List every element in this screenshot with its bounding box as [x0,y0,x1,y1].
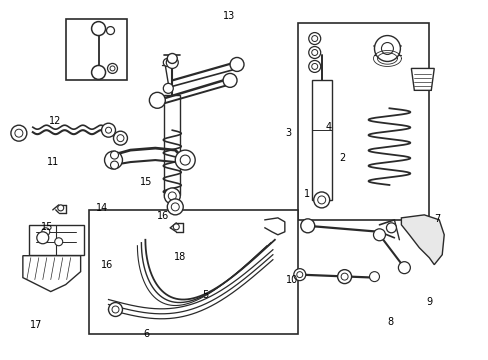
Circle shape [110,161,118,169]
Circle shape [110,66,115,71]
Circle shape [311,50,317,55]
Circle shape [102,123,115,137]
Circle shape [113,131,127,145]
Circle shape [173,224,179,230]
Bar [164,95,180,195]
Bar [29,225,83,255]
Circle shape [293,269,305,280]
Circle shape [369,272,379,282]
Circle shape [164,188,180,204]
Circle shape [175,150,195,170]
Circle shape [108,302,122,316]
Text: 7: 7 [433,215,439,224]
Text: 14: 14 [96,203,108,213]
Text: 10: 10 [285,275,298,285]
Circle shape [15,129,23,137]
Polygon shape [401,215,443,265]
Circle shape [313,192,329,208]
Bar [297,23,428,220]
Text: 8: 8 [387,317,393,327]
Circle shape [308,60,320,72]
Circle shape [168,192,176,200]
Text: 15: 15 [140,177,152,187]
Text: 9: 9 [426,297,432,307]
Circle shape [91,66,105,80]
Circle shape [311,36,317,41]
Circle shape [58,205,63,211]
Text: 11: 11 [47,157,60,167]
Text: 13: 13 [223,11,235,21]
Circle shape [341,273,347,280]
Text: 1: 1 [303,189,309,199]
Circle shape [180,155,190,165]
Circle shape [163,58,171,67]
Circle shape [296,272,302,278]
Circle shape [41,228,50,236]
Circle shape [91,22,105,36]
Circle shape [398,262,409,274]
Circle shape [117,135,124,141]
Bar [88,210,297,334]
Circle shape [386,223,396,233]
Bar [311,80,331,200]
Text: 17: 17 [30,320,42,330]
Text: 3: 3 [285,128,291,138]
Text: 16: 16 [101,260,113,270]
Circle shape [163,84,173,93]
Circle shape [106,27,114,35]
Circle shape [112,306,119,313]
Text: 2: 2 [338,153,345,163]
Circle shape [171,203,179,211]
Circle shape [381,42,393,54]
Circle shape [373,229,385,241]
Circle shape [337,270,351,284]
Circle shape [105,127,111,133]
Circle shape [37,232,49,244]
Circle shape [317,196,325,204]
Text: 12: 12 [49,116,61,126]
Circle shape [110,151,118,159]
Circle shape [229,58,244,71]
Circle shape [149,92,165,108]
Circle shape [104,151,122,169]
Circle shape [55,238,62,246]
Circle shape [308,46,320,58]
Circle shape [311,63,317,69]
Circle shape [374,36,400,62]
Text: 15: 15 [41,222,53,231]
Text: 18: 18 [174,252,186,262]
Text: 16: 16 [156,211,168,221]
Text: 4: 4 [325,122,331,132]
Bar [65,19,127,80]
Circle shape [308,32,320,45]
Circle shape [167,54,177,63]
Circle shape [167,199,183,215]
Polygon shape [23,256,81,292]
Circle shape [166,57,178,68]
Circle shape [300,219,314,233]
Text: 5: 5 [202,290,208,300]
Text: 6: 6 [143,329,149,339]
Polygon shape [410,68,433,90]
Circle shape [107,63,117,73]
Circle shape [223,73,237,87]
Circle shape [11,125,27,141]
